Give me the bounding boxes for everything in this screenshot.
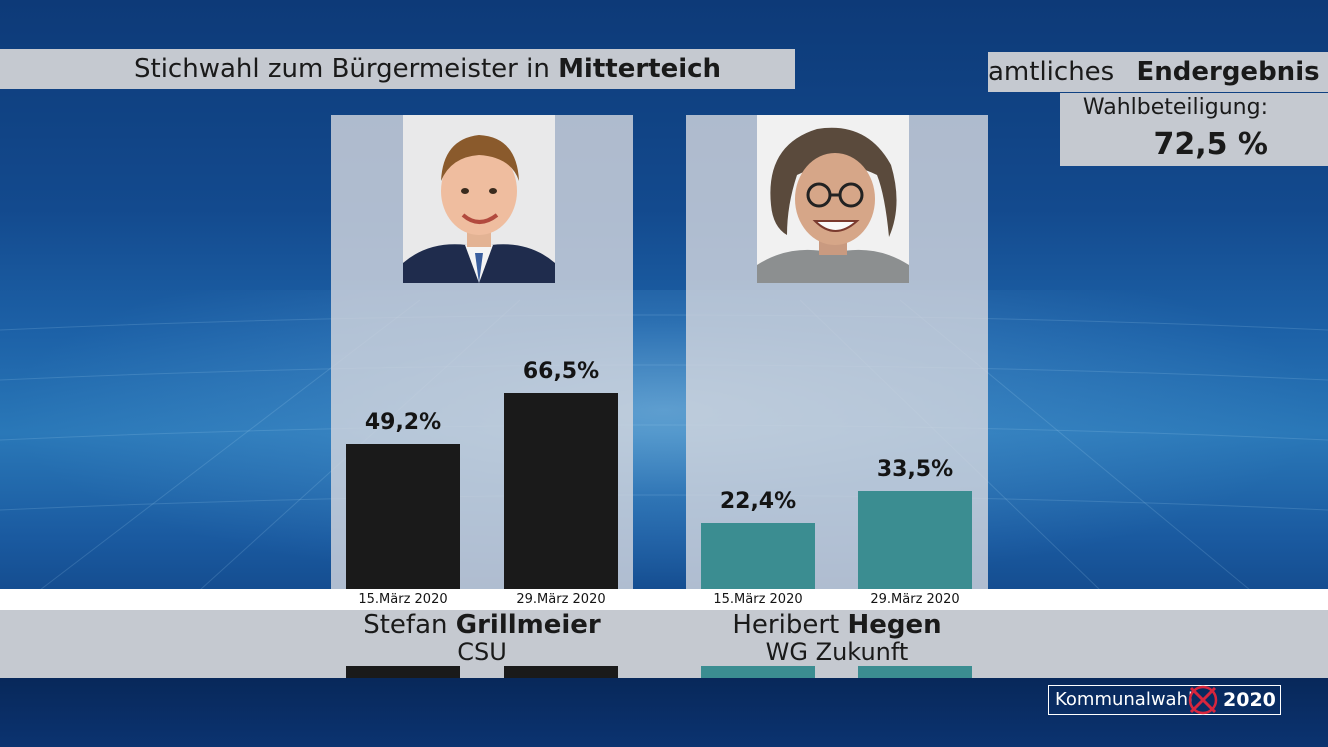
bottom-band [0,678,1328,747]
value-label-hegen-15-maerz: 22,4% [719,489,797,514]
bar-grillmeier-15-maerz [346,444,460,589]
value-label-grillmeier-29-maerz: 66,5% [522,359,600,384]
bar-stub-1-1 [346,666,460,678]
bar-stub-1-2 [504,666,618,678]
candidate-photo-1 [403,115,555,283]
status-prefix: amtliches [988,57,1123,87]
page-title: Stichwahl zum Bürgermeister in Mittertei… [134,49,721,89]
candidate-name-2: Heribert Hegen [686,610,988,640]
bar-hegen-15-maerz [701,523,815,589]
background-glow [0,290,1328,590]
bar-stub-2-1 [701,666,815,678]
candidate-last-name-1: Grillmeier [455,610,601,640]
value-label-hegen-29-maerz: 33,5% [876,457,954,482]
ballot-cross-icon [1188,685,1218,715]
headline-bar: Stichwahl zum Bürgermeister in Mittertei… [0,49,795,89]
brand-year: 2020 [1223,689,1276,711]
candidate-photo-2 [757,115,909,283]
title-prefix: Stichwahl zum Bürgermeister in [134,54,559,84]
turnout-box: Wahlbeteiligung: 72,5 % [1060,93,1328,166]
date-label-2-1: 15.März 2020 [713,592,803,607]
turnout-value: 72,5 % [1153,127,1268,162]
date-strip [0,589,1328,610]
candidate-first-name-2: Heribert [732,610,848,640]
brand-text: Kommunalwahl [1055,689,1193,710]
bar-hegen-29-maerz [858,491,972,589]
bar-grillmeier-29-maerz [504,393,618,589]
brand-logo: Kommunalwahl 2020 [1048,685,1281,715]
date-label-2-2: 29.März 2020 [870,592,960,607]
status-text: amtliches Endergebnis [988,57,1328,87]
result-status: amtliches Endergebnis [988,52,1328,92]
value-label-grillmeier-15-maerz: 49,2% [364,410,442,435]
date-label-1-2: 29.März 2020 [516,592,606,607]
title-place: Mitterteich [558,54,722,84]
candidate-name-1: Stefan Grillmeier [331,610,633,640]
date-label-1-1: 15.März 2020 [358,592,448,607]
candidate-party-2: WG Zukunft [765,638,909,666]
candidate-party-1: CSU [457,638,507,666]
candidate-first-name-1: Stefan [363,610,456,640]
status-bold: Endergebnis [1136,57,1320,87]
bar-stub-2-2 [858,666,972,678]
candidate-last-name-2: Hegen [847,610,942,640]
candidate-name-strip [0,610,1328,678]
turnout-label: Wahlbeteiligung: [1082,95,1268,120]
candidate-panel-1 [331,115,633,590]
